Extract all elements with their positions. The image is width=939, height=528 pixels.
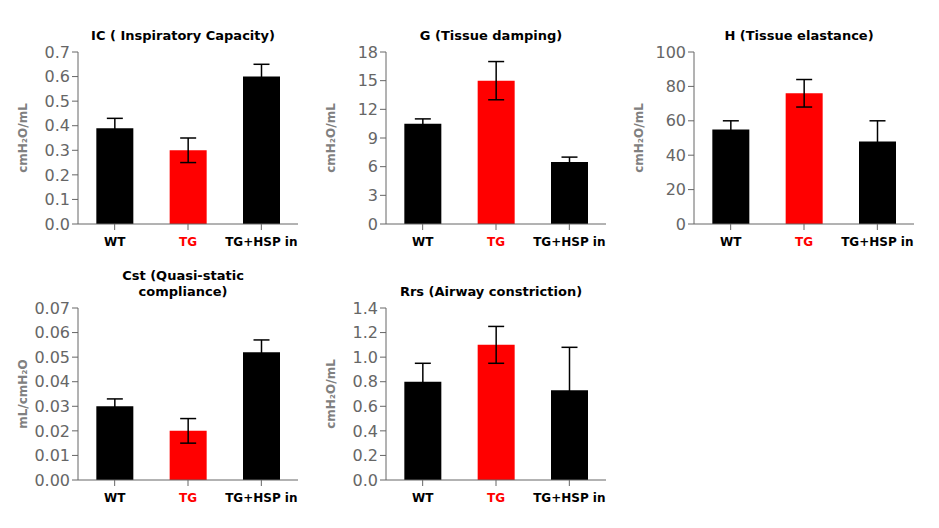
html-text:IC ( Inspiratory Capacity): IC ( Inspiratory Capacity) (91, 28, 275, 43)
svg-text:0.7: 0.7 (45, 44, 70, 62)
svg-text:mL/cmH₂O: mL/cmH₂O (16, 359, 30, 429)
svg-text:0: 0 (676, 215, 686, 234)
html-text:compliance): compliance) (138, 284, 228, 299)
svg-text:TG: TG (487, 235, 505, 249)
svg-text:0.2: 0.2 (353, 446, 378, 465)
html-text:G (Tissue damping): G (Tissue damping) (419, 28, 563, 43)
svg-text:TG+HSP in: TG+HSP in (225, 235, 297, 249)
svg-text:9: 9 (368, 129, 378, 148)
svg-text:0.0: 0.0 (45, 215, 70, 234)
svg-text:12: 12 (358, 100, 378, 119)
svg-text:1.0: 1.0 (353, 348, 378, 367)
svg-text:TG+HSP in: TG+HSP in (841, 235, 913, 249)
svg-text:0.00: 0.00 (34, 471, 70, 490)
svg-text:0.07: 0.07 (34, 300, 70, 318)
svg-text:cmH₂O/mL: cmH₂O/mL (324, 103, 338, 173)
svg-text:0.8: 0.8 (353, 372, 378, 391)
svg-text:0.3: 0.3 (45, 141, 70, 160)
svg-text:TG+HSP in: TG+HSP in (225, 491, 297, 505)
svg-text:0.4: 0.4 (45, 116, 70, 135)
svg-text:cmH₂O/mL: cmH₂O/mL (16, 103, 30, 173)
svg-text:0.05: 0.05 (34, 348, 70, 367)
svg-text:6: 6 (368, 157, 378, 176)
svg-text:cmH₂O/mL: cmH₂O/mL (632, 103, 646, 173)
svg-text:0.6: 0.6 (353, 397, 378, 416)
svg-text:0.2: 0.2 (45, 166, 70, 185)
svg-text:TG: TG (795, 235, 813, 249)
svg-text:WT: WT (104, 235, 126, 249)
html-text:Rrs (Airway constriction): Rrs (Airway constriction) (399, 284, 583, 299)
svg-text:TG: TG (179, 235, 197, 249)
svg-text:0.01: 0.01 (34, 446, 70, 465)
svg-text:0.6: 0.6 (45, 67, 70, 86)
svg-text:1.4: 1.4 (353, 300, 378, 318)
svg-text:TG: TG (487, 491, 505, 505)
svg-text:0.06: 0.06 (34, 323, 70, 342)
svg-text:TG: TG (179, 491, 197, 505)
svg-text:40: 40 (666, 146, 686, 165)
svg-text:WT: WT (104, 491, 126, 505)
svg-text:0: 0 (368, 215, 378, 234)
svg-text:60: 60 (666, 111, 686, 130)
svg-text:0.02: 0.02 (34, 422, 70, 441)
svg-text:1.2: 1.2 (353, 323, 378, 342)
svg-text:TG+HSP in: TG+HSP in (533, 491, 605, 505)
svg-text:WT: WT (412, 491, 434, 505)
html-text:H (Tissue elastance): H (Tissue elastance) (724, 28, 874, 43)
svg-text:WT: WT (720, 235, 742, 249)
svg-text:cmH₂O/mL: cmH₂O/mL (324, 359, 338, 429)
svg-text:0.03: 0.03 (34, 397, 70, 416)
svg-text:80: 80 (666, 77, 686, 96)
svg-text:0.5: 0.5 (45, 92, 70, 111)
html-text:Cst (Quasi-static: Cst (Quasi-static (122, 268, 244, 283)
svg-text:3: 3 (368, 186, 378, 205)
svg-text:0.0: 0.0 (353, 471, 378, 490)
svg-text:WT: WT (412, 235, 434, 249)
svg-text:0.4: 0.4 (353, 422, 378, 441)
svg-text:100: 100 (655, 44, 686, 62)
svg-text:18: 18 (358, 44, 378, 62)
svg-text:0.1: 0.1 (45, 190, 70, 209)
svg-text:TG+HSP in: TG+HSP in (533, 235, 605, 249)
svg-text:0.04: 0.04 (34, 372, 70, 391)
svg-text:15: 15 (358, 71, 378, 90)
svg-text:20: 20 (666, 180, 686, 199)
